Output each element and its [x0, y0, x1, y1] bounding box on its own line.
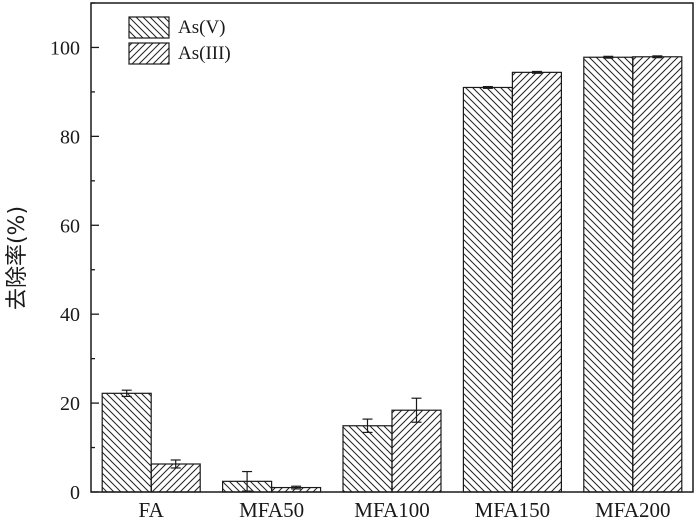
- x-tick-label-mfa100: MFA100: [354, 498, 429, 522]
- error-bar-asv-mfa100: [362, 418, 373, 434]
- y-tick-label-0: 0: [70, 482, 80, 504]
- x-tick-label-mfa200: MFA200: [595, 498, 670, 522]
- y-tick-label-60: 60: [60, 215, 80, 237]
- bar-asiii-fa: [150, 463, 201, 493]
- bar-asv-mfa100: [342, 425, 393, 493]
- y-tick-label-80: 80: [60, 126, 80, 148]
- legend-label-asiii: As(III): [178, 43, 231, 64]
- legend-swatch-asv: [128, 16, 170, 39]
- x-tick-label-fa: FA: [139, 498, 165, 522]
- bar-asv-fa: [101, 392, 152, 493]
- x-tick-label-mfa50: MFA50: [239, 498, 304, 522]
- error-bar-asv-mfa50: [242, 470, 253, 492]
- legend-swatch-asiii: [128, 42, 170, 65]
- plot-area: FA MFA50 MFA100 MFA150 MFA200 0 20 40 60 80 100 As(…: [50, 2, 694, 522]
- y-axis-title: 去除率(%): [5, 206, 30, 310]
- bar-asv-mfa150: [462, 86, 513, 493]
- error-bar-asiii-mfa150: [531, 70, 542, 74]
- x-tick-label-mfa150: MFA150: [475, 498, 550, 522]
- bar-asiii-mfa200: [632, 56, 683, 493]
- error-bar-asiii-mfa50: [291, 485, 302, 490]
- y-tick-label-40: 40: [60, 304, 80, 326]
- y-tick-label-20: 20: [60, 393, 80, 415]
- y-tick-label-100: 100: [50, 37, 80, 59]
- bar-asiii-mfa150: [511, 71, 563, 493]
- error-bar-asv-mfa150: [482, 85, 493, 89]
- legend-label-asv: As(V): [178, 17, 226, 38]
- bar-asv-mfa200: [583, 56, 634, 493]
- error-bar-asv-fa: [121, 389, 132, 398]
- error-bar-asiii-fa: [170, 459, 181, 469]
- bar-asiii-mfa100: [391, 409, 442, 493]
- error-bar-asiii-mfa100: [411, 397, 422, 423]
- error-bar-asv-mfa200: [603, 55, 614, 59]
- error-bar-asiii-mfa200: [652, 55, 663, 59]
